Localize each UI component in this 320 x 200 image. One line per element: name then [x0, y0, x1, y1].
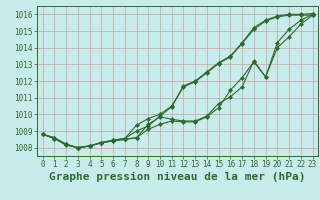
X-axis label: Graphe pression niveau de la mer (hPa): Graphe pression niveau de la mer (hPa) [49, 172, 306, 182]
